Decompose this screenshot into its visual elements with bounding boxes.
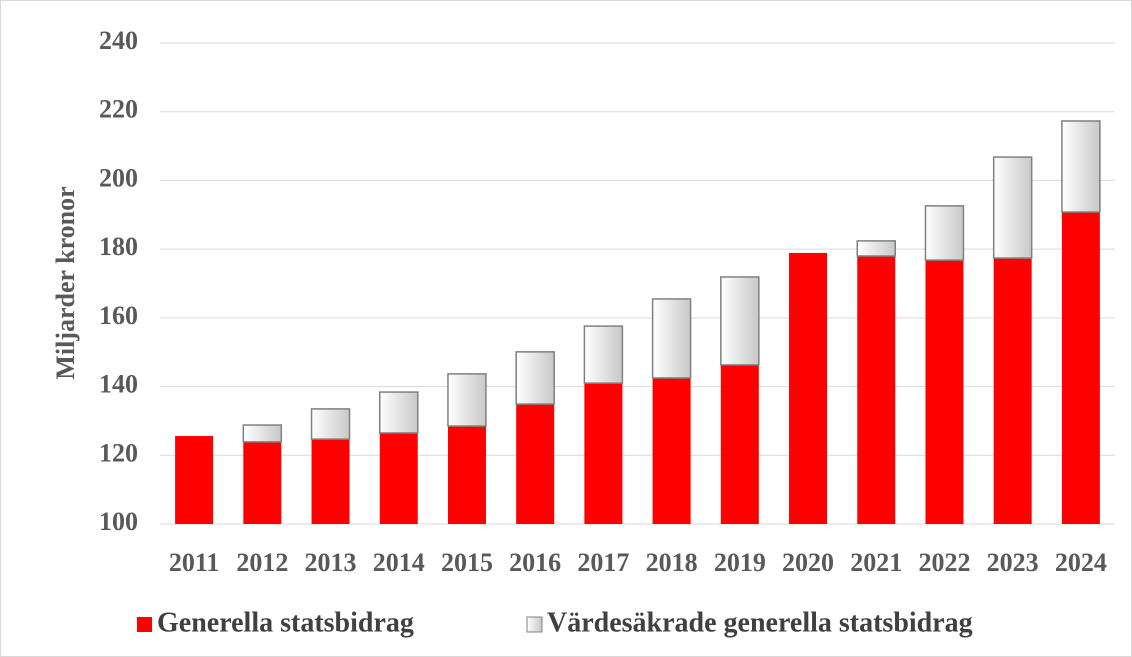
- legend-swatch: [526, 616, 543, 633]
- bar-segment: [243, 441, 282, 524]
- bar-segment: [857, 256, 896, 524]
- x-tick-label: 2017: [577, 548, 629, 577]
- bar-segment: [583, 325, 624, 384]
- bar-segment: [993, 258, 1032, 524]
- y-tick-label: 180: [99, 232, 138, 261]
- x-tick-label: 2020: [782, 548, 834, 577]
- x-tick-label: 2012: [236, 548, 288, 577]
- bar-segment: [1061, 212, 1100, 524]
- bar-segment: [311, 439, 350, 524]
- bar-segment: [924, 205, 965, 261]
- y-tick-label: 220: [99, 95, 138, 124]
- legend-swatch: [137, 617, 152, 632]
- x-tick-label: 2023: [987, 548, 1039, 577]
- y-tick-label: 240: [99, 26, 138, 55]
- y-tick-label: 100: [99, 507, 138, 536]
- x-tick-label: 2011: [169, 548, 220, 577]
- y-tick-label: 200: [99, 163, 138, 192]
- bar-segment: [720, 276, 760, 366]
- bar-segment: [789, 252, 828, 524]
- bar-segment: [447, 426, 486, 524]
- x-tick-label: 2024: [1055, 548, 1107, 577]
- legend-label: Värdesäkrade generella statsbidrag: [547, 607, 973, 638]
- bar-segment: [992, 156, 1033, 259]
- bar-segment: [516, 404, 555, 524]
- x-tick-label: 2021: [850, 548, 902, 577]
- bar-segment: [652, 377, 691, 524]
- x-tick-label: 2019: [714, 548, 766, 577]
- bar-segment: [584, 383, 623, 524]
- y-tick-label: 160: [99, 301, 138, 330]
- x-tick-label: 2018: [646, 548, 698, 577]
- x-tick-label: 2022: [918, 548, 970, 577]
- bar-segment: [242, 424, 283, 443]
- y-tick-label: 120: [99, 438, 138, 467]
- bar-segment: [447, 373, 487, 427]
- y-axis-label: Miljarder kronor: [51, 186, 80, 379]
- y-tick-label: 140: [99, 370, 138, 399]
- legend-label: Generella statsbidrag: [157, 607, 414, 638]
- x-tick-label: 2014: [373, 548, 425, 577]
- x-tick-label: 2013: [305, 548, 357, 577]
- bar-segment: [720, 364, 759, 524]
- bar-segment: [856, 240, 896, 257]
- bar-segment: [379, 432, 418, 524]
- bar-segment: [379, 391, 419, 434]
- bar-segment: [310, 408, 351, 440]
- bar-segment: [515, 351, 555, 405]
- bar-segment: [651, 298, 692, 379]
- bar-segment: [925, 260, 964, 524]
- x-tick-label: 2016: [509, 548, 561, 577]
- bar-segment: [1061, 120, 1101, 213]
- x-tick-label: 2015: [441, 548, 493, 577]
- bar-segment: [175, 436, 214, 524]
